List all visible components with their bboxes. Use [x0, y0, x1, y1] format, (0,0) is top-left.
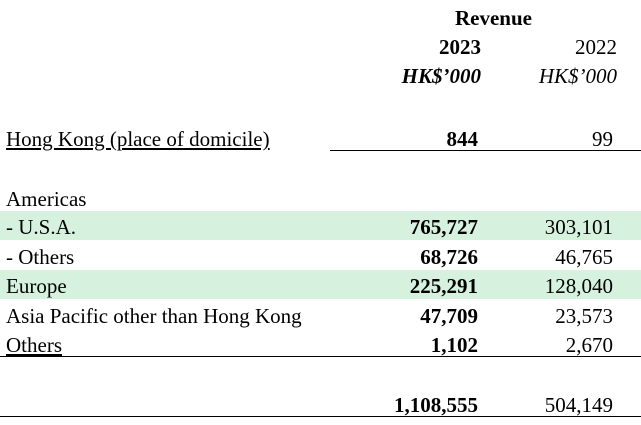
row-label: - U.S.A. — [6, 215, 77, 239]
row-label: Asia Pacific other than Hong Kong — [6, 304, 302, 328]
value-2022: 128,040 — [544, 274, 613, 298]
table-row: Hong Kong (place of domicile) 844 99 — [0, 123, 641, 152]
value-2022: 2,670 — [565, 333, 613, 357]
unit-2023-header: HK$’000 — [401, 64, 481, 88]
total-divider-line — [0, 416, 641, 417]
row-label: Americas — [6, 187, 87, 211]
row-label: - Others — [6, 245, 75, 269]
year-2022-header: 2022 — [575, 35, 617, 59]
table-row: - U.S.A. 765,727 303,101 — [0, 211, 641, 240]
unit-2022-header: HK$’000 — [538, 64, 617, 88]
table-row: Europe 225,291 128,040 — [0, 270, 641, 299]
value-2022: 23,573 — [555, 304, 613, 328]
revenue-header: Revenue — [455, 6, 532, 30]
total-2022: 504,149 — [544, 393, 613, 417]
year-2023-header: 2023 — [439, 35, 481, 59]
divider-line — [0, 356, 641, 357]
table-row: Others 1,102 2,670 — [0, 329, 641, 358]
value-2023: 1,102 — [430, 333, 478, 357]
value-2023: 68,726 — [420, 245, 478, 269]
row-label: Others — [6, 333, 62, 357]
value-2022: 99 — [592, 127, 613, 151]
divider-line — [330, 150, 641, 151]
table-row: Americas — [0, 183, 641, 212]
row-label: Hong Kong (place of domicile) — [6, 127, 270, 151]
row-label: Europe — [6, 274, 67, 298]
table-row: - Others 68,726 46,765 — [0, 241, 641, 270]
value-2023: 47,709 — [420, 304, 478, 328]
value-2023: 844 — [446, 127, 479, 151]
value-2022: 303,101 — [544, 215, 613, 239]
value-2023: 765,727 — [409, 215, 478, 239]
total-2023: 1,108,555 — [394, 393, 478, 417]
table-row: Asia Pacific other than Hong Kong 47,709… — [0, 300, 641, 329]
value-2023: 225,291 — [409, 274, 478, 298]
total-row: 1,108,555 504,149 — [0, 389, 641, 418]
value-2022: 46,765 — [555, 245, 613, 269]
